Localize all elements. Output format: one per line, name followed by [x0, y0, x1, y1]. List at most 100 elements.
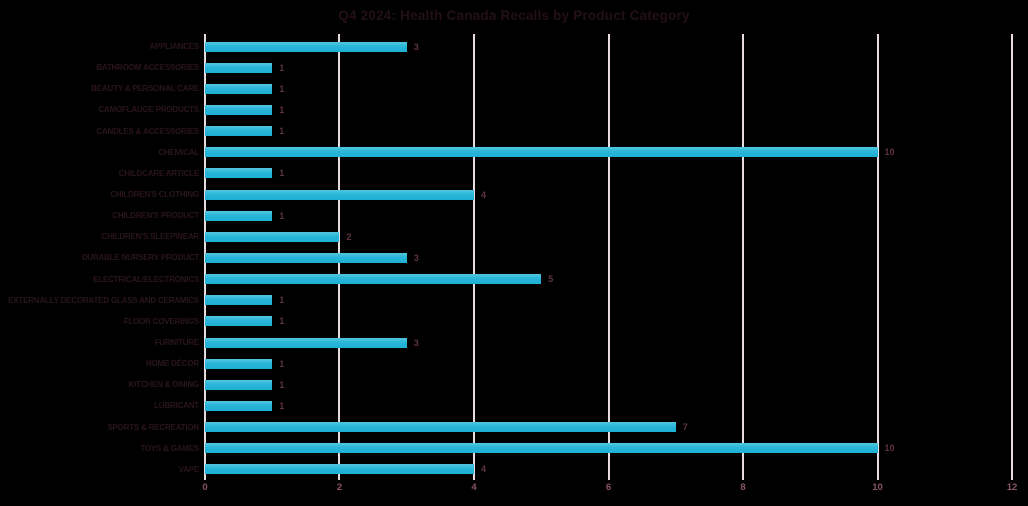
- bar: [205, 104, 273, 115]
- bar: [205, 316, 273, 327]
- x-tick-label: 2: [336, 482, 343, 493]
- bar: [205, 400, 273, 411]
- bar-value-label: 1: [279, 168, 285, 179]
- category-label: VAPE: [178, 464, 200, 474]
- bar-row: 1: [205, 290, 1012, 311]
- category-label: CHEMICAL: [158, 147, 199, 157]
- bar: [205, 231, 340, 242]
- bar-value-label: 7: [682, 422, 688, 433]
- bar: [205, 443, 878, 454]
- bar-row: 1: [205, 99, 1012, 120]
- bar-value-label: 1: [279, 295, 285, 306]
- bar: [205, 337, 407, 348]
- category-label: HOME DÉCOR: [145, 359, 199, 369]
- bar-row: 1: [205, 121, 1012, 142]
- bar-value-label: 1: [279, 316, 285, 327]
- gridline: [472, 34, 475, 480]
- x-tick-label: 4: [471, 482, 477, 493]
- bar-value-label: 10: [884, 443, 895, 454]
- bar-value-label: 1: [279, 379, 285, 390]
- x-tick-label: 8: [740, 482, 746, 493]
- gridline: [876, 34, 879, 480]
- category-label: ELECTRICAL/ELECTRONICS: [93, 274, 199, 284]
- bar-row: 2: [205, 226, 1012, 247]
- bar-value-label: 4: [480, 464, 486, 475]
- bar-row: 10: [205, 142, 1012, 163]
- gridline: [607, 34, 610, 480]
- chart-title: Q4 2024: Health Canada Recalls by Produc…: [338, 8, 690, 23]
- bar-row: 3: [205, 332, 1012, 353]
- category-label: TOYS & GAMES: [140, 443, 199, 453]
- bar-row: 1: [205, 163, 1012, 184]
- bar-row: 1: [205, 78, 1012, 99]
- category-label: CANDLES & ACCESSORIES: [96, 126, 199, 136]
- gridline: [1011, 34, 1013, 480]
- bar: [205, 422, 676, 433]
- bar-row: 4: [205, 459, 1012, 480]
- bar: [205, 295, 273, 306]
- category-label: BEAUTY & PERSONAL CARE: [91, 84, 199, 94]
- bar-value-label: 1: [279, 126, 285, 137]
- category-label: SPORTS & RECREATION: [107, 422, 199, 432]
- category-label: KITCHEN & DINING: [128, 380, 199, 390]
- bar-row: 1: [205, 311, 1012, 332]
- bar-value-label: 5: [548, 274, 554, 285]
- bar-row: 1: [205, 57, 1012, 78]
- x-tick-label: 0: [202, 482, 208, 493]
- bar-row: 5: [205, 269, 1012, 290]
- category-label: APPLIANCES: [149, 42, 199, 52]
- category-label: FLOOR COVERINGS: [123, 316, 199, 326]
- bar-row: 4: [205, 184, 1012, 205]
- category-label: FURNITURE: [154, 338, 200, 348]
- value-axis: 0 2 4 6 8 10 12: [0, 482, 1028, 498]
- bar: [205, 168, 273, 179]
- bar: [205, 274, 542, 285]
- bar-row: 1: [205, 353, 1012, 374]
- x-tick-label: 10: [872, 482, 883, 493]
- bars-layer: 3 1 1 1 1 10 1 4 1 2 3 5 1 1 3 1 1 1 7 10 4: [205, 36, 1012, 480]
- bar: [205, 41, 407, 52]
- bar-value-label: 2: [346, 231, 352, 242]
- bar-value-label: 1: [279, 400, 285, 411]
- bar-value-label: 1: [279, 62, 285, 73]
- bar-value-label: 3: [413, 252, 419, 263]
- bar: [205, 83, 273, 94]
- category-label: BATHROOM ACCESSORIES: [96, 63, 199, 73]
- category-label: CAMOFLAUGE PRODUCTS: [98, 105, 199, 115]
- bar-value-label: 4: [480, 189, 486, 200]
- bar-value-label: 1: [279, 104, 285, 115]
- category-label: CHILDCARE ARTICLE: [118, 168, 200, 178]
- bar-row: 3: [205, 247, 1012, 268]
- category-label: CHILDREN'S CLOTHING: [110, 190, 199, 200]
- gridline: [741, 34, 744, 480]
- category-label: LUBRICANT: [154, 401, 199, 411]
- bar-row: 10: [205, 438, 1012, 459]
- bar: [205, 62, 273, 73]
- bar-value-label: 1: [279, 83, 285, 94]
- bar-value-label: 1: [279, 358, 285, 369]
- bar: [205, 252, 407, 263]
- bar-row: 3: [205, 36, 1012, 57]
- bar: [205, 379, 273, 390]
- bar: [205, 358, 273, 369]
- bar-row: 1: [205, 205, 1012, 226]
- bar: [205, 126, 273, 137]
- category-label: DURABLE NURSERY PRODUCT: [81, 253, 199, 263]
- plot-area: 3 1 1 1 1 10 1 4 1 2 3 5 1 1 3 1 1 1 7 10 4: [204, 34, 1013, 480]
- bar-value-label: 10: [884, 147, 895, 158]
- bar: [205, 147, 878, 158]
- bar-value-label: 1: [279, 210, 285, 221]
- bar-row: 7: [205, 417, 1012, 438]
- bar-row: 1: [205, 374, 1012, 395]
- x-tick-label: 6: [605, 482, 612, 493]
- category-label: EXTERNALLY DECORATED GLASS AND CERAMICS: [8, 295, 199, 305]
- category-label: CHILDREN'S SLEEPWEAR: [101, 232, 200, 242]
- bar: [205, 189, 474, 200]
- bar-value-label: 3: [413, 41, 419, 52]
- category-axis-labels: APPLIANCES BATHROOM ACCESSORIES BEAUTY & P…: [0, 36, 199, 480]
- x-tick-label: 12: [1006, 482, 1018, 493]
- bar-row: 1: [205, 395, 1012, 416]
- bar: [205, 464, 474, 475]
- bar-value-label: 3: [413, 337, 419, 348]
